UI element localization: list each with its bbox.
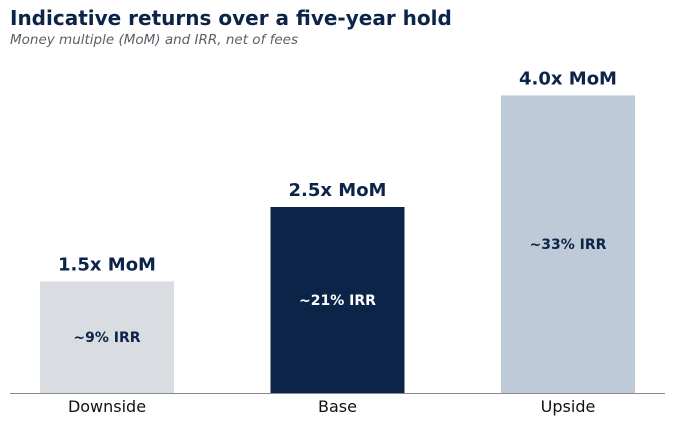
bar-upside bbox=[501, 95, 635, 394]
bar-base bbox=[270, 207, 405, 393]
chart-subtitle: Money multiple (MoM) and IRR, net of fee… bbox=[10, 32, 299, 48]
bar-irr-label: ~9% IRR bbox=[73, 330, 140, 346]
bar-value-label: 1.5x MoM bbox=[58, 254, 156, 275]
x-tick-label: Upside bbox=[541, 397, 596, 416]
bar-irr-label: ~33% IRR bbox=[530, 237, 607, 253]
x-tick-label: Base bbox=[318, 397, 357, 416]
chart-title: Indicative returns over a five-year hold bbox=[10, 6, 452, 30]
bar-value-label: 2.5x MoM bbox=[289, 180, 387, 201]
bar-downside bbox=[40, 281, 174, 393]
x-tick-label: Downside bbox=[68, 397, 146, 416]
bar-irr-label: ~21% IRR bbox=[299, 293, 376, 309]
bar-value-label: 4.0x MoM bbox=[519, 68, 617, 89]
